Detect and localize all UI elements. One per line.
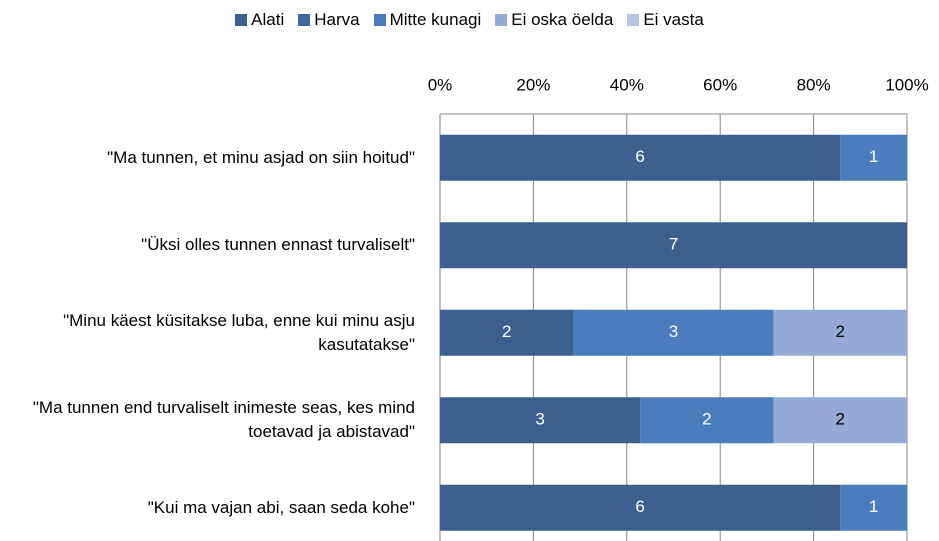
legend-item: Ei oska öelda <box>495 10 613 30</box>
bar-segment <box>440 222 907 269</box>
x-tick-label: 100% <box>885 75 928 94</box>
legend-swatch <box>627 14 640 26</box>
category-label: "Ma tunnen, et minu asjad on siin hoitud… <box>107 147 415 167</box>
data-label: 1 <box>869 497 878 516</box>
category-label: "Kui ma vajan abi, saan seda kohe" <box>147 497 415 517</box>
category-label: "Üksi olles tunnen ennast turvaliselt" <box>141 235 415 255</box>
data-label: 2 <box>836 410 845 429</box>
data-label: 6 <box>635 497 644 516</box>
data-label: 3 <box>669 322 678 341</box>
bar-segment <box>640 397 774 444</box>
data-label: 2 <box>836 322 845 341</box>
legend-item: Alati <box>235 10 284 30</box>
x-tick-label: 40% <box>610 75 644 94</box>
legend-label: Alati <box>251 10 285 29</box>
legend-swatch <box>298 14 311 26</box>
category-label: "Minu käest küsitakse luba, enne kui min… <box>63 310 415 354</box>
bar-segment <box>440 134 841 181</box>
x-tick-label: 20% <box>516 75 550 94</box>
bar-segment <box>440 309 574 356</box>
legend-item: Mitte kunagi <box>373 10 482 30</box>
legend-label: Mitte kunagi <box>389 10 482 29</box>
category-label: "Ma tunnen end turvaliselt inimeste seas… <box>32 398 415 442</box>
data-label: 2 <box>702 410 711 429</box>
bar-segment <box>773 397 907 444</box>
data-label: 3 <box>535 410 544 429</box>
legend-swatch <box>495 14 508 26</box>
x-tick-label: 80% <box>797 75 831 94</box>
legend-label: Ei oska öelda <box>511 10 614 29</box>
bar-segment <box>840 484 907 531</box>
x-tick-label: 0% <box>428 75 453 94</box>
legend-label: Ei vasta <box>643 10 704 29</box>
x-tick-label: 60% <box>703 75 737 94</box>
data-label: 6 <box>635 147 644 166</box>
legend-swatch <box>235 14 248 26</box>
legend-item: Ei vasta <box>627 10 704 30</box>
legend-label: Harva <box>314 10 360 29</box>
data-label: 1 <box>869 147 878 166</box>
legend: Alati Harva Mitte kunagi Ei oska öelda Ei va… <box>0 10 939 30</box>
bar-segment <box>440 397 641 444</box>
data-label: 2 <box>502 322 511 341</box>
bar-segment <box>773 309 907 356</box>
bar-segment <box>573 309 774 356</box>
legend-item: Harva <box>298 10 360 30</box>
bar-segment <box>840 134 907 181</box>
data-label: 7 <box>669 235 678 254</box>
legend-swatch <box>373 14 386 26</box>
bar-segment <box>440 484 841 531</box>
